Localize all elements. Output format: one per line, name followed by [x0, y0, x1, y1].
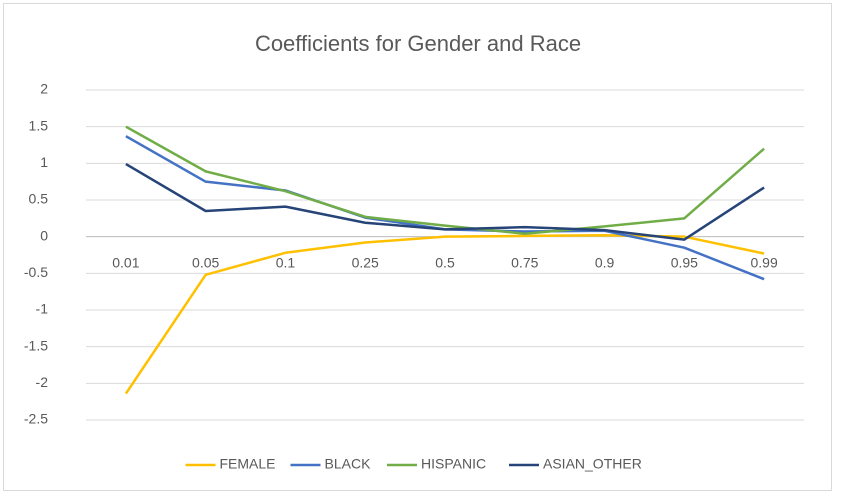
- x-tick-label: 0.5: [435, 254, 455, 270]
- y-tick-label: -0.5: [24, 264, 48, 280]
- y-tick-label: -2: [36, 374, 49, 390]
- x-tick-label: 0.95: [671, 254, 698, 270]
- x-tick-label: 0.1: [276, 254, 296, 270]
- legend-label: FEMALE: [220, 456, 276, 472]
- y-tick-label: 0: [40, 227, 48, 243]
- y-tick-label: -1: [36, 301, 49, 317]
- y-tick-label: -2.5: [24, 411, 48, 427]
- x-tick-label: 0.05: [192, 254, 219, 270]
- y-tick-label: 1.5: [29, 117, 49, 133]
- x-tick-label: 0.01: [112, 254, 139, 270]
- chart-title: Coefficients for Gender and Race: [255, 31, 581, 56]
- y-tick-label: 2: [40, 81, 48, 97]
- x-tick-label: 0.25: [352, 254, 379, 270]
- x-tick-label: 0.99: [750, 254, 777, 270]
- y-tick-label: 0.5: [29, 191, 49, 207]
- chart-border: [3, 3, 832, 491]
- y-tick-label: 1: [40, 154, 48, 170]
- legend-label: HISPANIC: [421, 456, 486, 472]
- series-line: [125, 162, 765, 241]
- x-tick-label: 0.75: [511, 254, 538, 270]
- legend-label: ASIAN_OTHER: [543, 456, 642, 472]
- legend-label: BLACK: [325, 456, 372, 472]
- y-tick-label: -1.5: [24, 337, 48, 353]
- series-line: [125, 125, 765, 235]
- x-tick-label: 0.9: [595, 254, 615, 270]
